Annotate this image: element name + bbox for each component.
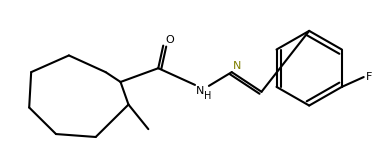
Text: O: O <box>165 35 174 45</box>
Text: F: F <box>366 72 372 82</box>
Text: N: N <box>233 61 241 71</box>
Text: H: H <box>204 91 211 101</box>
Text: N: N <box>196 86 204 96</box>
